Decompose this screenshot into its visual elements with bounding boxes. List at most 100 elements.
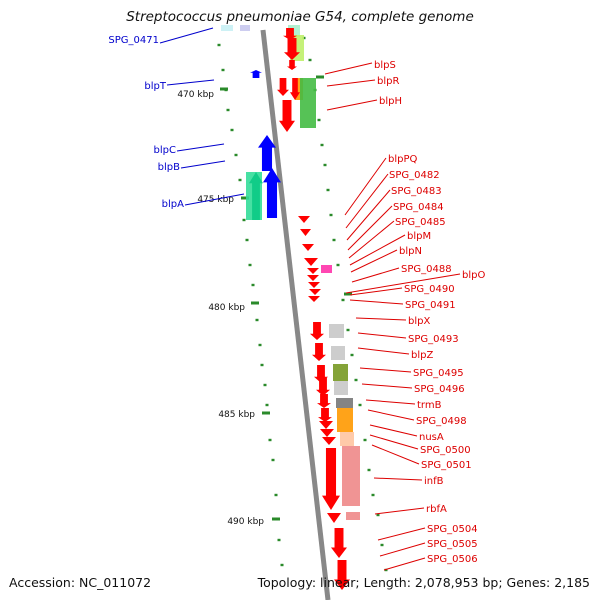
gene-bar <box>240 25 250 31</box>
major-tick <box>344 292 352 296</box>
gene-label-spg_0491: SPG_0491 <box>405 300 456 311</box>
tick-dot <box>238 178 242 182</box>
leader-line <box>176 143 225 152</box>
tick-dot <box>320 143 324 147</box>
gene-bar <box>336 398 353 408</box>
gene-label-spg_0485: SPG_0485 <box>395 217 446 228</box>
gene-arrow <box>307 275 319 281</box>
gene-label-blpc: blpC <box>154 145 176 156</box>
leader-line <box>369 424 418 437</box>
tick-dot <box>326 188 330 192</box>
leader-line <box>361 383 413 389</box>
gene-arrow <box>331 528 347 558</box>
tick-dot <box>245 238 249 242</box>
gene-arrow <box>322 448 340 510</box>
gene-arrow <box>327 513 341 523</box>
tick-dot <box>354 378 358 382</box>
tick-dot <box>230 128 234 132</box>
leader-line <box>166 79 215 86</box>
leader-line <box>184 193 245 206</box>
tick-dot <box>221 68 225 72</box>
gene-label-infb: infB <box>424 476 444 487</box>
ruler-label: 485 kbp <box>218 410 255 420</box>
leader-line <box>377 527 426 541</box>
ruler-label: 470 kbp <box>177 90 214 100</box>
leader-line <box>349 234 406 266</box>
position-tick-marks <box>217 36 388 572</box>
gene-arrow <box>308 296 320 302</box>
major-tick <box>251 301 259 305</box>
leader-line <box>357 332 407 339</box>
gene-bar <box>295 78 303 100</box>
ruler-labels: 470 kbp 475 kbp 480 kbp 485 kbp 490 kbp <box>177 90 264 527</box>
gene-label-spg_0504: SPG_0504 <box>427 524 478 535</box>
tick-dot <box>263 383 267 387</box>
leader-line <box>374 507 425 515</box>
tick-dot <box>350 353 354 357</box>
leader-line <box>180 160 226 169</box>
gene-arrow <box>310 322 324 340</box>
gene-label-spg_0483: SPG_0483 <box>391 186 442 197</box>
tick-dot <box>376 513 380 517</box>
leader-line <box>359 367 412 373</box>
tick-dot <box>346 328 350 332</box>
gene-arrow <box>279 100 295 132</box>
leader-line <box>347 205 393 251</box>
gene-label-spg_0496: SPG_0496 <box>414 384 465 395</box>
gene-bar <box>337 408 353 432</box>
tick-dot <box>234 153 238 157</box>
tick-dot <box>274 493 278 497</box>
gene-arrow <box>298 216 310 223</box>
tick-dot <box>265 403 269 407</box>
leader-line <box>351 267 400 283</box>
tick-dot <box>268 438 272 442</box>
gene-bar <box>321 265 332 273</box>
gene-arrow <box>334 560 350 590</box>
tick-dot <box>242 218 246 222</box>
tick-dot <box>277 538 281 542</box>
leader-line <box>365 399 416 405</box>
gene-arrow <box>318 408 332 422</box>
gene-label-spg_0495: SPG_0495 <box>413 368 464 379</box>
tick-dot <box>248 263 252 267</box>
major-tick <box>241 196 249 200</box>
gene-label-blph: blpH <box>379 96 402 107</box>
leader-line <box>346 189 391 241</box>
gene-label-spg_0484: SPG_0484 <box>393 202 444 213</box>
tick-dot <box>308 58 312 62</box>
leader-line <box>344 157 387 216</box>
genome-stats: Topology: linear; Length: 2,078,953 bp; … <box>257 575 590 590</box>
gene-label-spg_0498: SPG_0498 <box>416 416 467 427</box>
gene-label-spg_0505: SPG_0505 <box>427 539 478 550</box>
tick-dot <box>255 318 259 322</box>
gene-label-blpo: blpO <box>462 270 485 281</box>
leader-line <box>355 317 407 321</box>
tick-dot <box>329 213 333 217</box>
gene-label-blpr: blpR <box>377 76 399 87</box>
genome-title: Streptococcus pneumoniae G54, complete g… <box>126 9 474 25</box>
gene-arrow <box>307 268 319 274</box>
gene-label-spg_0488: SPG_0488 <box>401 264 452 275</box>
tick-dot <box>332 238 336 242</box>
gene-arrow <box>304 258 318 266</box>
gene-bar <box>329 324 344 338</box>
leader-line <box>326 99 378 111</box>
gene-arrow <box>249 172 263 220</box>
accession-label: Accession: NC_011072 <box>9 575 152 590</box>
gene-arrow <box>308 282 320 288</box>
gene-label-spg_0490: SPG_0490 <box>404 284 455 295</box>
gene-label-blpa: blpA <box>162 199 184 210</box>
tick-dot <box>317 118 321 122</box>
gene-label-blpm: blpM <box>407 231 431 242</box>
gene-arrow <box>250 70 262 78</box>
gene-arrow <box>302 244 314 251</box>
leader-line <box>369 434 419 450</box>
tick-dot <box>358 403 362 407</box>
leader-line <box>383 557 426 571</box>
tick-dot <box>380 543 384 547</box>
gene-label-blpx: blpX <box>408 316 430 327</box>
gene-arrow <box>263 168 281 218</box>
tick-dot <box>226 108 230 112</box>
gene-arrow <box>319 421 333 429</box>
gene-label-blpt: blpT <box>144 81 166 92</box>
